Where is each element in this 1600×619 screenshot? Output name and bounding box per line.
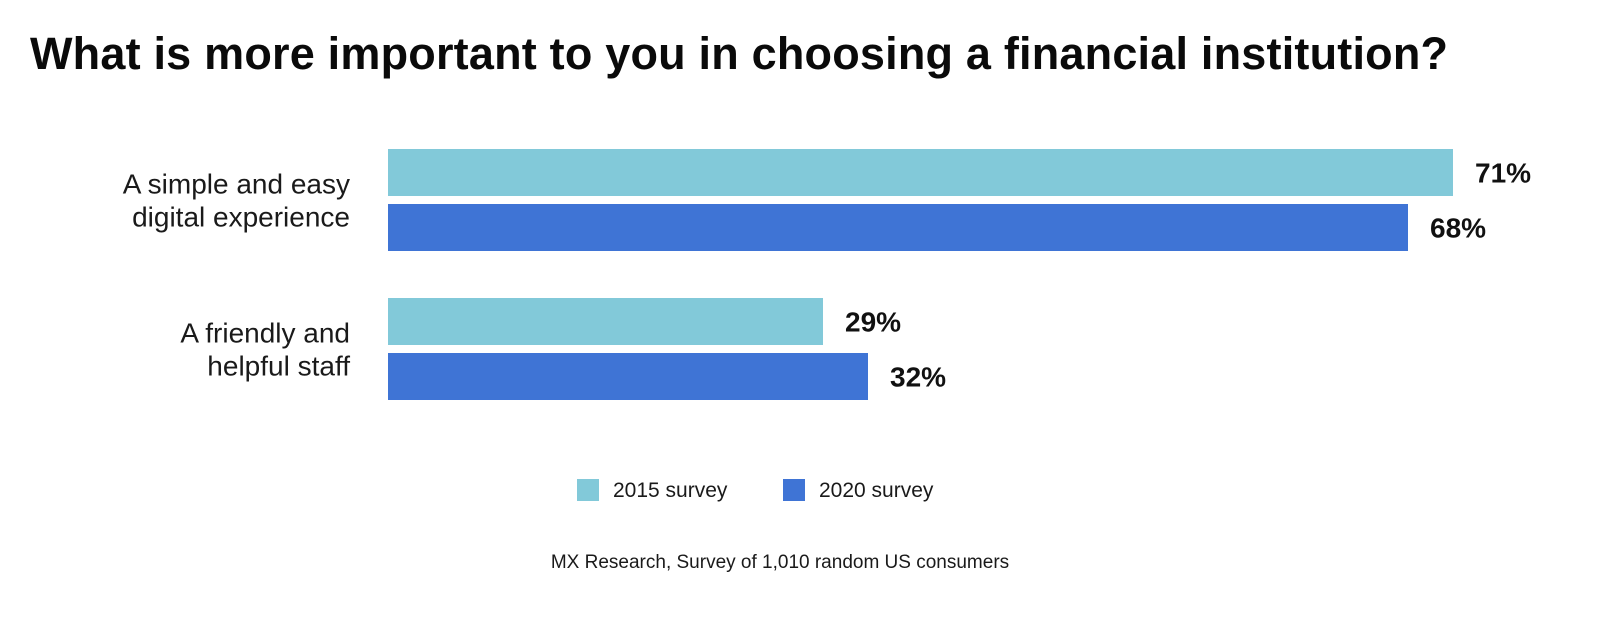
bar-2020-survey bbox=[388, 353, 868, 400]
category-label-line: A simple and easy bbox=[123, 169, 350, 200]
category-label: A friendly and helpful staff bbox=[180, 318, 350, 382]
legend-swatch bbox=[577, 479, 599, 501]
category-label-line: A friendly and bbox=[180, 318, 350, 349]
plot-area: A simple and easy digital experience 71% 68… bbox=[123, 149, 1531, 400]
bar-2015-survey bbox=[388, 149, 1453, 196]
data-label: 32% bbox=[890, 362, 946, 393]
data-label: 71% bbox=[1475, 158, 1531, 189]
legend-label: 2020 survey bbox=[819, 479, 934, 502]
bar-2020-survey bbox=[388, 204, 1408, 251]
category-label-line: digital experience bbox=[132, 202, 350, 233]
data-label: 29% bbox=[845, 307, 901, 338]
data-label: 68% bbox=[1430, 213, 1486, 244]
bar-2015-survey bbox=[388, 298, 823, 345]
legend-label: 2015 survey bbox=[613, 479, 728, 502]
category-label: A simple and easy digital experience bbox=[123, 169, 350, 233]
chart-title: What is more important to you in choosin… bbox=[30, 28, 1449, 79]
legend: 2015 survey 2020 survey bbox=[577, 479, 934, 502]
legend-swatch bbox=[783, 479, 805, 501]
category-label-line: helpful staff bbox=[207, 351, 350, 382]
source-note: MX Research, Survey of 1,010 random US c… bbox=[550, 552, 1010, 573]
